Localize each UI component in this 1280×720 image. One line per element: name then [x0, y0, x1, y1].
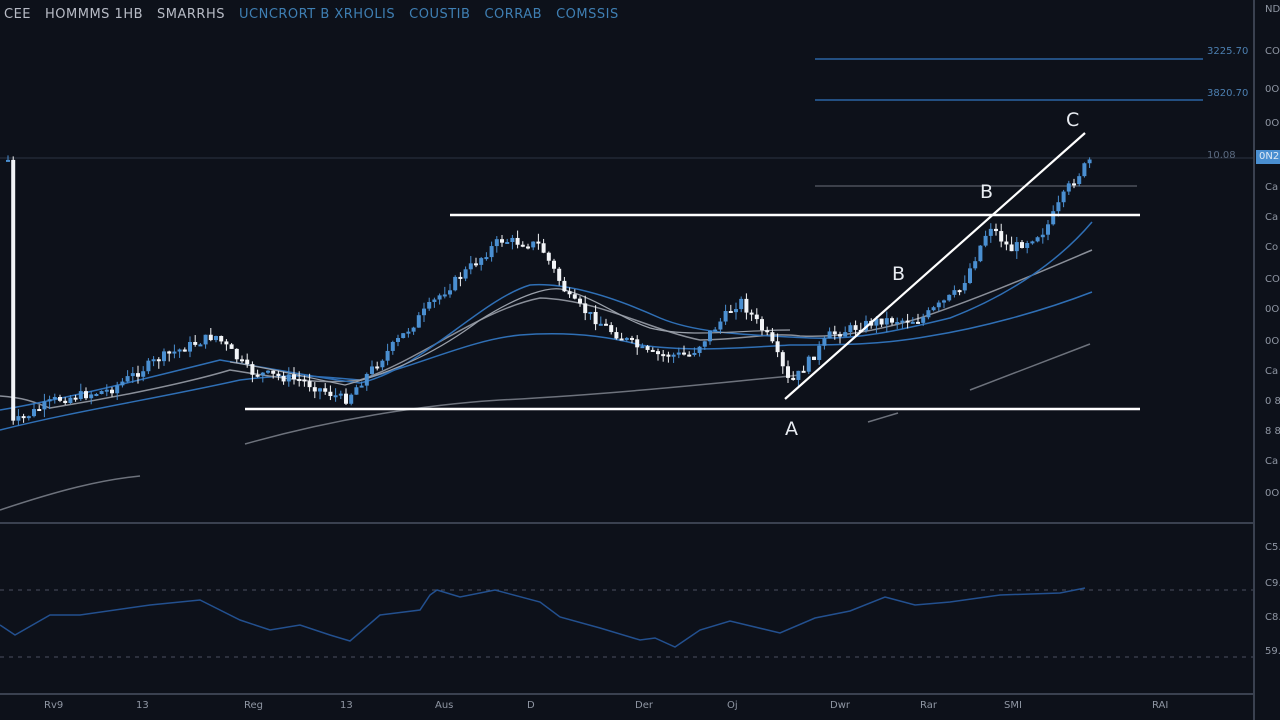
time-axis-label: D [527, 700, 535, 711]
time-axis-label: 13 [340, 700, 353, 711]
time-axis-label: Rar [920, 700, 937, 711]
time-axis-label: 13 [136, 700, 149, 711]
trendline-a-c[interactable] [784, 132, 1086, 400]
time-axis[interactable]: Rv9 13 Reg 13 Aus D Der Oj Dwr Rar SMI RAI [0, 696, 1253, 720]
toolbar-symbol[interactable]: CEE [4, 6, 32, 22]
price-axis-label: Ca [1265, 366, 1279, 377]
point-label-c: C [1066, 109, 1080, 131]
time-axis-label: Rv9 [44, 700, 64, 711]
price-axis-label: C5. [1265, 542, 1280, 553]
toolbar-indicator[interactable]: CORRAB [484, 6, 543, 22]
price-axis-label: Ca [1265, 182, 1279, 193]
price-axis[interactable]: ND CO 0O 0O Ca Ca Co CO 0O 0O Ca 0 8 8 8 Ca 0O C5. C9. C8… [1253, 0, 1280, 720]
level-label-2: 3820.70 [1207, 88, 1249, 99]
time-axis-label: Reg [244, 700, 263, 711]
candlesticks [6, 155, 1092, 426]
ma-long-gray-2 [244, 374, 801, 445]
toolbar-item[interactable]: SMARRHS [157, 6, 225, 22]
ma-long-gray-3 [867, 412, 899, 423]
price-axis-label: Co [1265, 242, 1279, 253]
time-axis-label: Dwr [830, 700, 850, 711]
oscillator-line [0, 587, 1086, 648]
time-axis-label: RAI [1152, 700, 1169, 711]
ma-long-gray [0, 475, 141, 511]
level-label-1: 3225.70 [1207, 46, 1249, 57]
toolbar-indicator[interactable]: COUSTIB [409, 6, 471, 22]
ma-slow-blue [0, 291, 1093, 431]
toolbar-indicator[interactable]: COMSSIS [556, 6, 619, 22]
price-axis-label: C9. [1265, 578, 1280, 589]
point-label-b-high: B [980, 181, 994, 203]
current-price-tag: 0N2 [1256, 150, 1280, 164]
toolbar-item[interactable]: HOMMMS 1HB [45, 6, 144, 22]
price-axis-label: 8 8 [1265, 426, 1280, 437]
price-axis-label: 0O [1265, 118, 1280, 129]
ma-gray-1 [0, 249, 1093, 409]
price-axis-label: 59. [1265, 646, 1280, 657]
price-axis-label: CO [1265, 274, 1280, 285]
price-axis-label: ND [1265, 4, 1280, 15]
price-axis-label: CO [1265, 46, 1280, 57]
price-axis-label: 0O [1265, 304, 1280, 315]
time-axis-label: Aus [435, 700, 454, 711]
price-axis-label: 0O [1265, 488, 1280, 499]
time-axis-label: SMI [1004, 700, 1022, 711]
point-label-a: A [785, 418, 798, 440]
point-label-b-low: B [892, 263, 906, 285]
price-axis-label: 0 8 [1265, 396, 1280, 407]
level-label-3: 10.08 [1207, 150, 1236, 161]
price-chart[interactable] [0, 0, 1253, 720]
time-axis-label: Oj [727, 700, 738, 711]
price-axis-label: 0O [1265, 336, 1280, 347]
price-axis-label: Ca [1265, 212, 1279, 223]
price-axis-label: Ca [1265, 456, 1279, 467]
ma-fast-blue [0, 221, 1093, 411]
toolbar-indicator[interactable]: UCNCRORT B XRHOLIS [239, 6, 396, 22]
price-axis-label: C8. [1265, 612, 1280, 623]
time-axis-label: Der [635, 700, 653, 711]
ma-long-gray-4 [969, 343, 1091, 391]
price-axis-label: 0O [1265, 84, 1280, 95]
chart-toolbar: CEE HOMMMS 1HB SMARRHS UCNCRORT B XRHOLI… [0, 0, 1254, 28]
ma-gray-2 [229, 288, 791, 386]
